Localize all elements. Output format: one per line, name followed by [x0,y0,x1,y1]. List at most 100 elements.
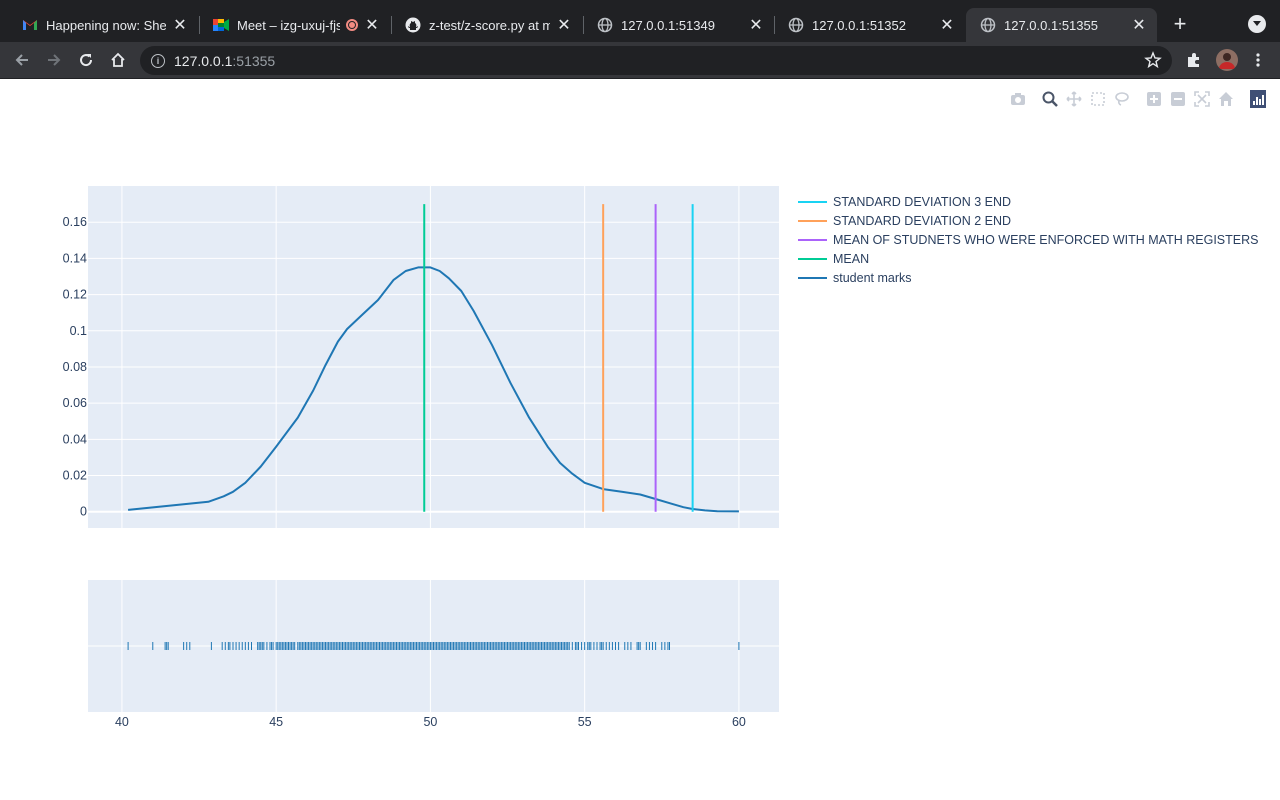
bookmark-star-icon[interactable] [1144,51,1162,69]
reload-button[interactable] [74,48,98,72]
legend-item[interactable]: STANDARD DEVIATION 2 END [798,211,1011,230]
rug-grid [88,580,779,712]
box-select-button[interactable] [1088,89,1108,109]
tab-title: z-test/z-score.py at m [429,17,550,33]
tab-title: 127.0.0.1:51355 [1004,17,1098,33]
x-tick-label: 45 [269,715,283,729]
arrow-left-icon [15,54,28,66]
pan-button[interactable] [1064,89,1084,109]
y-tick-label: 0.12 [63,288,87,302]
plotly-logo[interactable] [1250,90,1266,108]
browser-tab[interactable]: 127.0.0.1:51355 ✕ [966,8,1157,42]
download-png-button[interactable] [1008,89,1028,109]
minus-box-icon [1171,92,1185,106]
meet-icon [213,17,229,33]
y-tick-label: 0.04 [63,432,87,446]
browser-tab[interactable]: Happening now: Shekh ✕ [8,8,198,42]
zoom-out-button[interactable] [1168,89,1188,109]
globe-icon [980,17,996,33]
legend-item[interactable]: STANDARD DEVIATION 3 END [798,192,1011,211]
tab-title: 127.0.0.1:51352 [812,17,906,33]
reload-icon [80,54,93,67]
extensions-button[interactable] [1184,50,1204,70]
home-button[interactable] [106,48,130,72]
chart-marks [127,204,739,513]
tab-close-button[interactable]: ✕ [749,17,763,34]
magnifier-icon [1042,91,1058,107]
legend-label: MEAN OF STUDNETS WHO WERE ENFORCED WITH … [833,232,1259,247]
gmail-icon [22,17,38,33]
info-icon[interactable]: i [151,53,165,68]
tab-strip: Happening now: Shekh✕Meet – izg-uxuj-fjs… [0,0,1280,42]
x-tick-label: 60 [732,715,746,729]
browser-menu-button[interactable] [1248,50,1268,70]
kebab-menu-icon [1256,53,1260,67]
address-url[interactable]: 127.0.0.1:51355 [174,52,276,69]
legend-item[interactable]: MEAN [798,249,869,268]
x-tick-label: 50 [423,715,437,729]
y-tick-label: 0 [80,505,87,519]
browser-tab[interactable]: Meet – izg-uxuj-fjs ✕ [199,8,390,42]
forward-button[interactable] [42,48,66,72]
legend-label: STANDARD DEVIATION 2 END [833,213,1012,228]
tab-search-button[interactable] [1248,15,1266,33]
camera-icon [1011,93,1025,105]
y-axis-ticks: 0 0.02 0.04 0.06 0.08 0.1 0.12 0.14 0.16 [63,215,87,519]
globe-icon [788,17,804,33]
legend-label: STANDARD DEVIATION 3 END [833,194,1012,209]
back-button[interactable] [10,48,34,72]
tab-separator [199,16,200,34]
legend-swatch [798,257,827,260]
home-icon [1219,92,1233,106]
move-icon [1066,91,1082,107]
lasso-select-button[interactable] [1112,89,1132,109]
x-tick-label: 55 [578,715,592,729]
chevron-down-icon [1253,21,1261,26]
rug-marks [127,642,740,650]
reset-axes-button[interactable] [1216,89,1236,109]
tab-close-button[interactable]: ✕ [940,17,954,34]
tab-close-button[interactable]: ✕ [1132,17,1146,34]
zoom-in-button[interactable] [1144,89,1164,109]
address-bar[interactable]: i 127.0.0.1:51355 [140,46,1172,75]
tab-close-button[interactable]: ✕ [557,17,571,34]
plus-box-icon [1147,92,1161,106]
tab-separator [583,16,584,34]
y-tick-label: 0.14 [63,251,87,265]
legend-swatch [798,276,827,279]
profile-avatar[interactable] [1216,49,1238,71]
y-tick-label: 0.02 [63,469,87,483]
legend-swatch [798,200,827,203]
box-select-icon [1091,92,1105,106]
y-tick-label: 0.16 [63,215,87,229]
main-grid [88,186,779,528]
main-plot-area[interactable] [88,186,779,528]
tab-title: Meet – izg-uxuj-fjs [237,17,340,33]
browser-toolbar: i 127.0.0.1:51355 [0,42,1280,79]
recording-icon [346,19,358,31]
legend-label: MEAN [833,251,870,266]
new-tab-button[interactable]: + [1173,11,1187,36]
x-tick-label: 40 [115,715,129,729]
browser-tab[interactable]: 127.0.0.1:51352 ✕ [774,8,965,42]
kde-line-student-marks[interactable] [127,266,739,513]
legend-item[interactable]: student marks [798,268,912,287]
lasso-icon [1115,92,1129,106]
legend-swatch [798,219,827,222]
tab-close-button[interactable]: ✕ [365,17,379,34]
legend-label: student marks [833,270,912,285]
github-icon [405,17,421,33]
browser-tab[interactable]: 127.0.0.1:51349 ✕ [583,8,774,42]
autoscale-icon [1194,91,1210,107]
tab-separator [774,16,775,34]
avatar-icon [1219,53,1235,69]
browser-tab[interactable]: z-test/z-score.py at m ✕ [391,8,582,42]
tab-close-button[interactable]: ✕ [173,17,187,34]
y-tick-label: 0.1 [70,324,87,338]
autoscale-button[interactable] [1192,89,1212,109]
legend-item[interactable]: MEAN OF STUDNETS WHO WERE ENFORCED WITH … [798,230,1258,249]
zoom-button[interactable] [1040,89,1060,109]
tab-title: 127.0.0.1:51349 [621,17,715,33]
y-tick-label: 0.08 [63,360,87,374]
